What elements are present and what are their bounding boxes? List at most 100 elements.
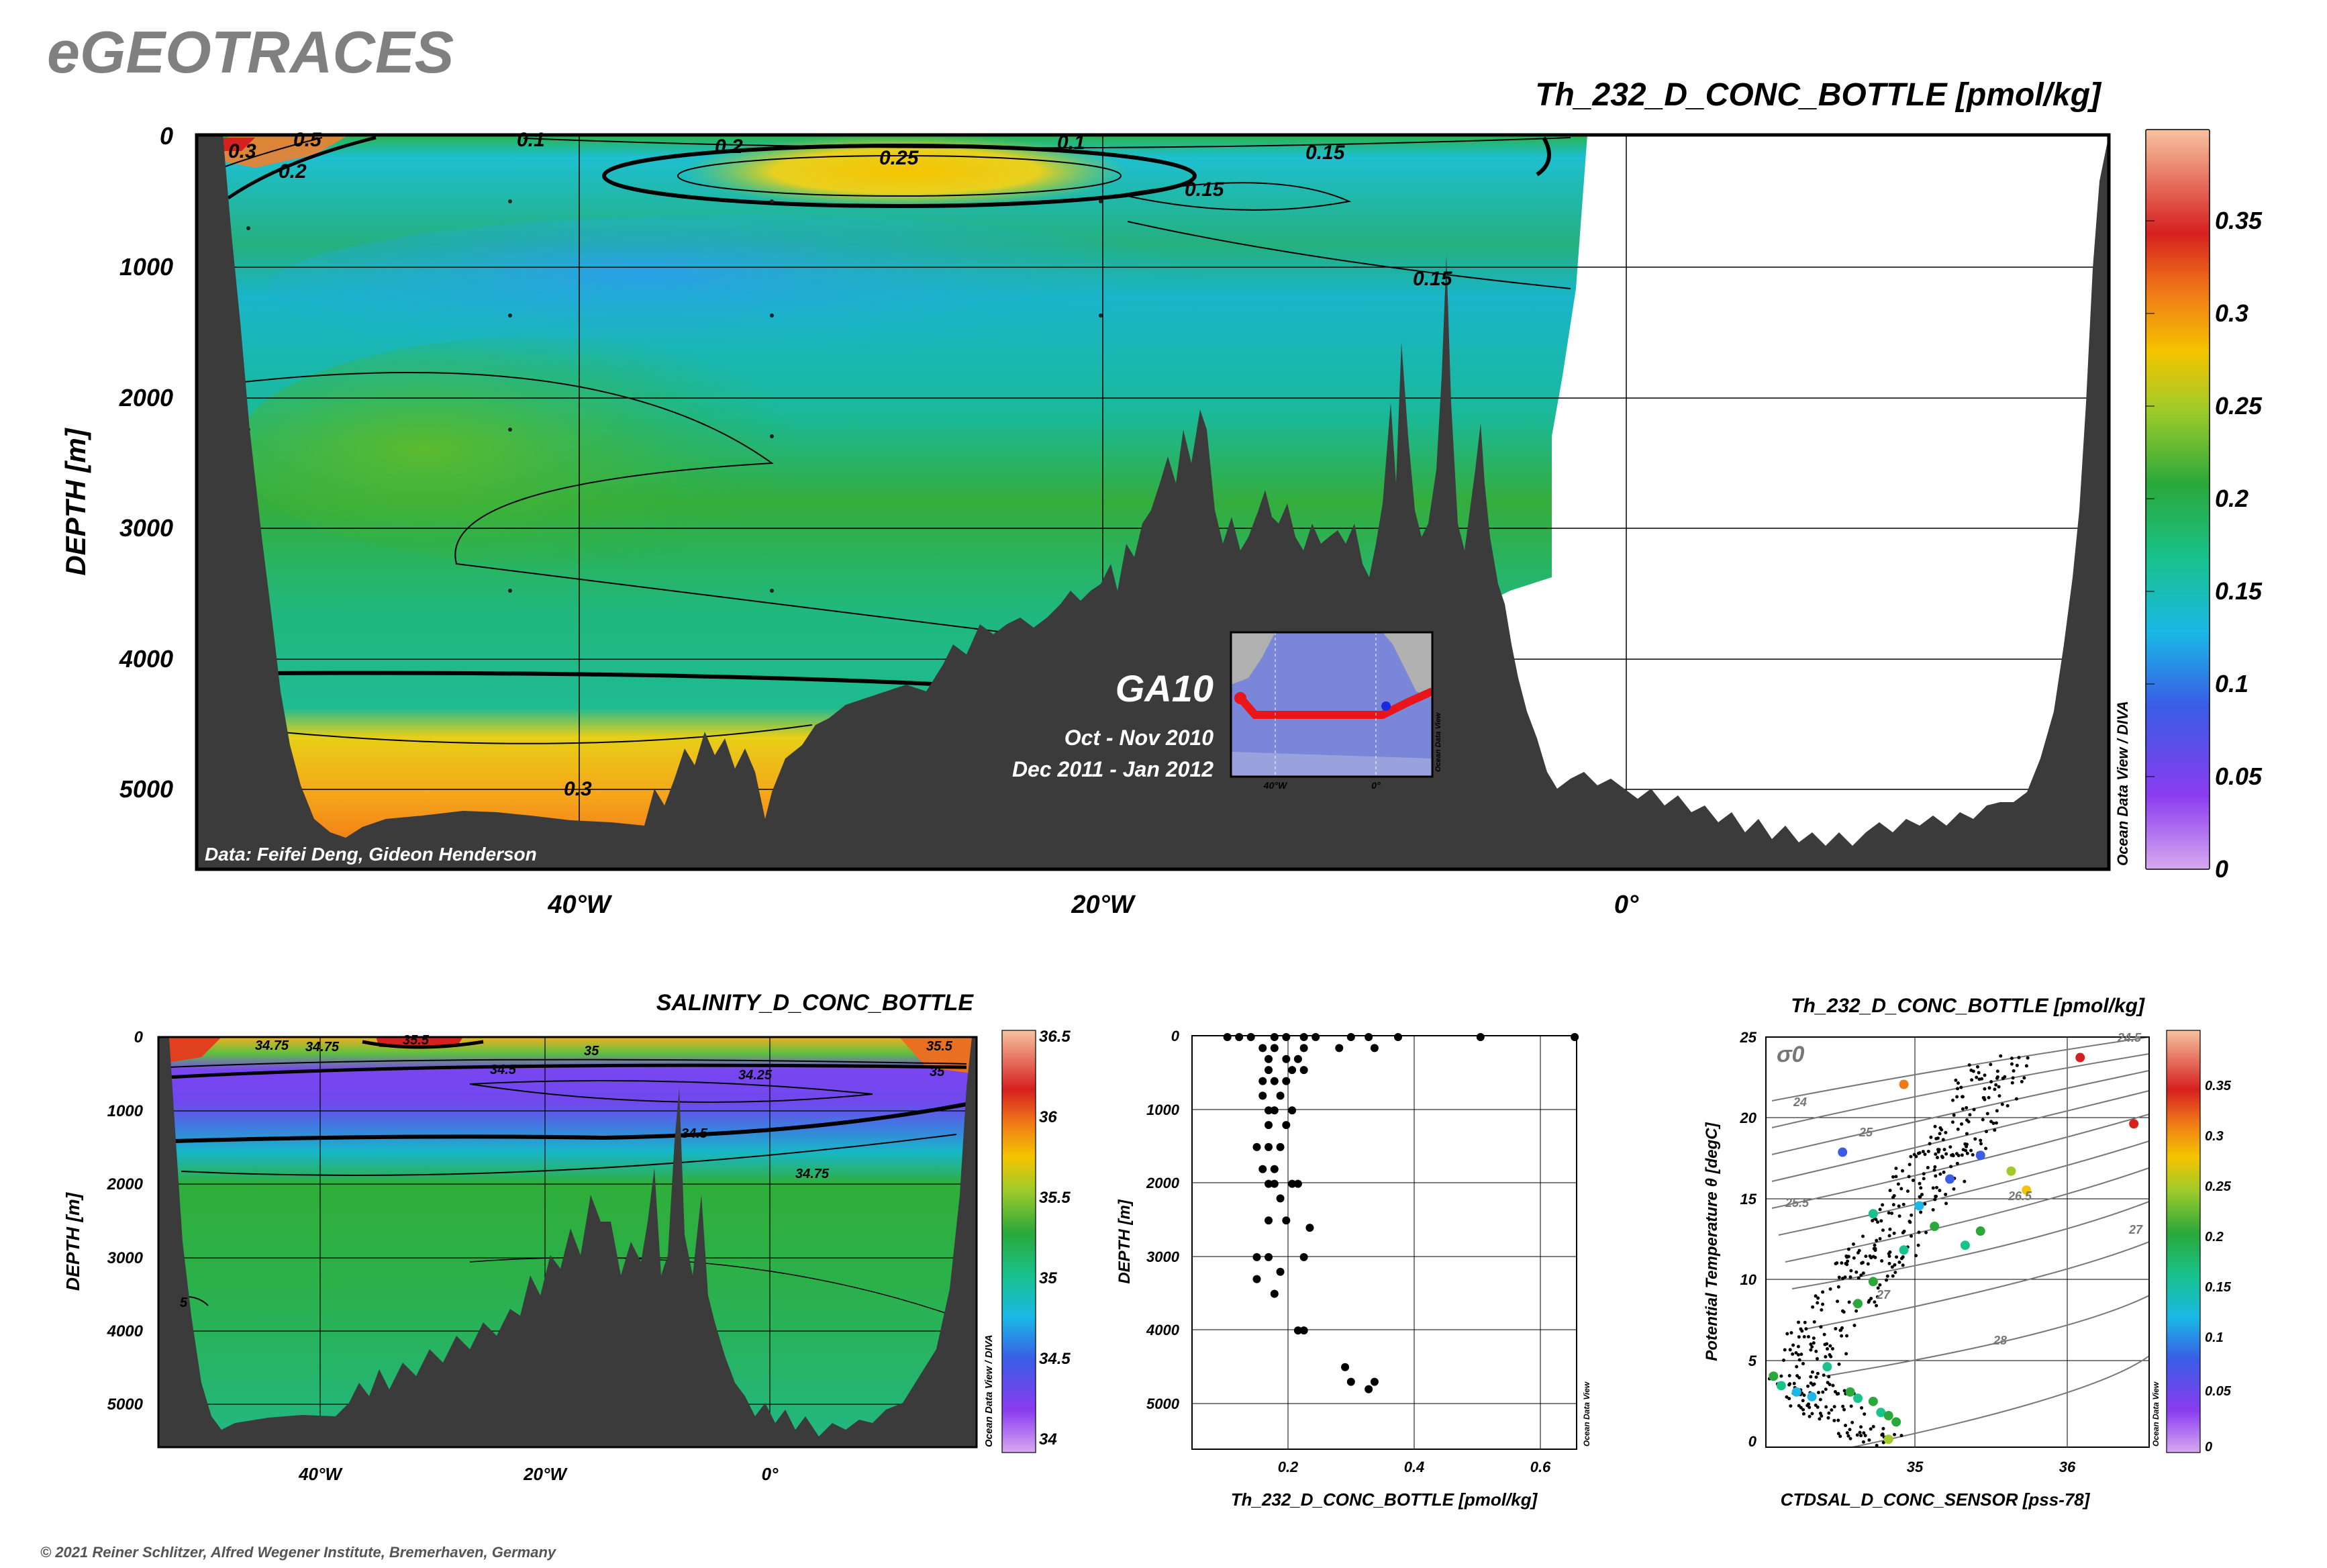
colorbar-tick-label: 0 (2205, 1440, 2212, 1455)
y-tick-label: 5 (1748, 1353, 1757, 1369)
ts-background-point (1836, 1418, 1840, 1422)
ts-background-point (1830, 1408, 1834, 1412)
profile-data-point (1270, 1033, 1279, 1041)
ts-background-point (1881, 1228, 1885, 1232)
ts-data-point (1891, 1417, 1901, 1427)
main-blue-core (268, 215, 1208, 362)
profile-data-point (1270, 1165, 1279, 1173)
ts-background-point (1923, 1153, 1927, 1157)
isopycnal-label: 24 (1793, 1095, 1807, 1109)
ts-background-point (1949, 1165, 1953, 1169)
ts-background-point (1832, 1418, 1836, 1422)
ts-background-point (1856, 1251, 1860, 1255)
ts-background-point (1891, 1175, 1895, 1179)
x-tick-label: 35 (1907, 1459, 1924, 1475)
ts-background-point (1887, 1211, 1891, 1215)
y-tick-label: 1000 (1146, 1101, 1180, 1118)
ts-background-point (1977, 1077, 1981, 1081)
ts-background-point (1982, 1096, 1986, 1100)
ts-background-point (1836, 1391, 1840, 1395)
ts-background-point (1994, 1121, 1998, 1125)
ts-background-point (1874, 1218, 1878, 1222)
profile-data-point (1265, 1253, 1273, 1261)
ts-background-point (1824, 1355, 1828, 1359)
ts-background-point (1818, 1417, 1822, 1421)
profile-data-point (1265, 1142, 1273, 1151)
ts-background-point (1999, 1054, 2003, 1058)
ts-background-point (1859, 1273, 1863, 1277)
ts-background-point (1846, 1255, 1850, 1259)
ts-background-point (1836, 1432, 1840, 1436)
salinity-watermark: Ocean Data View / DIVA (983, 1334, 995, 1447)
ts-background-point (1897, 1260, 1901, 1264)
ts-data-point (1845, 1387, 1855, 1397)
ts-background-point (1984, 1130, 1988, 1134)
profile-data-point (1270, 1077, 1279, 1085)
profile-data-point (1276, 1267, 1285, 1276)
ts-background-point (1944, 1130, 1948, 1134)
profile-data-point (1370, 1044, 1379, 1052)
profile-data-point (1265, 1179, 1273, 1188)
salinity-bathymetry (158, 1037, 977, 1447)
ts-background-point (1803, 1320, 1807, 1324)
colorbar-tick-label: 0.25 (2215, 392, 2263, 420)
profile-data-point (1265, 1066, 1273, 1075)
ts-background-point (1885, 1278, 1889, 1282)
ts-background-point (1893, 1432, 1897, 1436)
ts-background-point (1862, 1431, 1866, 1435)
profile-data-point (1288, 1106, 1297, 1115)
ts-background-point (1951, 1154, 1955, 1158)
profile-data-point (1282, 1216, 1291, 1225)
profile-data-point (1299, 1253, 1308, 1261)
ts-background-point (1890, 1265, 1894, 1269)
ts-background-point (1785, 1332, 1789, 1336)
ts-background-point (1911, 1178, 1915, 1182)
isopycnal-label: 26.5 (2008, 1189, 2032, 1203)
ts-background-point (1895, 1255, 1899, 1259)
ts-data-point (2075, 1052, 2085, 1063)
profile-data-point (1476, 1033, 1485, 1041)
ts-data-point (1868, 1277, 1878, 1287)
contour-label: 5 (180, 1295, 188, 1310)
cruise-dates-2: Dec 2011 - Jan 2012 (1012, 757, 1214, 781)
inset-station-marker (1381, 701, 1391, 711)
ts-background-point (1783, 1348, 1787, 1352)
ts-background-point (1821, 1302, 1825, 1306)
ts-data-point (1853, 1299, 1863, 1309)
ts-background-point (1810, 1412, 1814, 1416)
ts-background-point (1822, 1332, 1826, 1336)
ts-background-point (1781, 1359, 1785, 1363)
ts-background-point (1810, 1344, 1814, 1349)
ts-background-point (1935, 1185, 1939, 1189)
ts-data-point (1822, 1362, 1832, 1372)
ts-background-point (1856, 1276, 1861, 1280)
ts-background-point (1801, 1412, 1805, 1416)
ts-background-point (1873, 1255, 1877, 1259)
ts-background-point (1905, 1189, 1910, 1193)
y-tick-label: 0 (134, 1028, 144, 1046)
ts-background-point (1814, 1349, 1818, 1353)
ts-background-point (1989, 1120, 1993, 1124)
cruise-dates-1: Oct - Nov 2010 (1065, 726, 1214, 750)
ts-background-point (1837, 1362, 1841, 1366)
ts-background-point (1977, 1071, 1981, 1075)
ts-background-point (1838, 1434, 1842, 1438)
ts-background-point (1952, 1187, 1956, 1191)
ts-background-point (1932, 1168, 1936, 1172)
salinity-contours (167, 1040, 967, 1316)
ts-background-point (1873, 1246, 1877, 1251)
ts-background-point (1936, 1136, 1940, 1140)
ts-background-point (1885, 1274, 1889, 1278)
ts-background-point (1847, 1300, 1851, 1304)
salinity-colorbar (1001, 1030, 1036, 1453)
ts-background-point (1826, 1381, 1830, 1385)
ts-background-point (1863, 1434, 1867, 1438)
ts-y-ticks: 25 20 15 10 5 0 (1740, 1029, 1757, 1450)
ts-background-point (2006, 1104, 2010, 1108)
ts-background-point (1892, 1231, 1896, 1235)
ts-isopycnal-labels: 24.5 24 25 25.5 26.5 27 27 28 (1785, 1031, 2143, 1347)
ts-colorbar (2166, 1030, 2201, 1453)
ts-background-point (1970, 1078, 1974, 1082)
y-tick-label: 0 (160, 122, 173, 150)
isopycnal-label: 28 (1993, 1334, 2007, 1347)
